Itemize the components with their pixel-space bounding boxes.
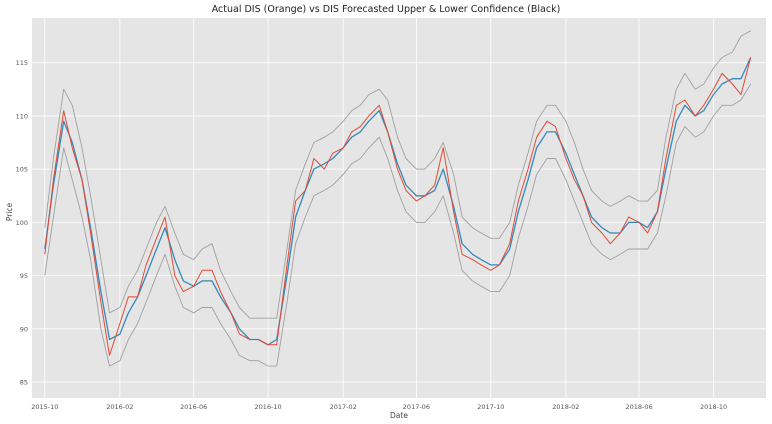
- x-tick-label: 2018-10: [700, 403, 727, 411]
- y-tick-label: 110: [16, 112, 28, 120]
- forecast-series-line: [44, 57, 752, 346]
- x-tick-label: 2017-02: [330, 403, 357, 411]
- x-tick-label: 2018-06: [626, 403, 653, 411]
- x-tick-label: 2018-02: [552, 403, 579, 411]
- x-tick-label: 2015-10: [31, 403, 58, 411]
- upper-series-line: [44, 30, 751, 319]
- series-layer: [44, 30, 752, 367]
- x-axis-label: Date: [390, 411, 408, 420]
- x-tick-label: 2017-10: [477, 403, 504, 411]
- y-tick-label: 90: [20, 325, 28, 333]
- y-axis-label: Price: [5, 202, 14, 221]
- y-axis-ticks: 85 90 95 100 105 110 115: [16, 59, 28, 386]
- y-tick-label: 95: [20, 272, 28, 280]
- y-tick-label: 105: [16, 166, 28, 174]
- x-axis-ticks: 2015-10 2016-02 2016-06 2016-10 2017-02 2017-…: [31, 403, 727, 411]
- y-tick-label: 100: [16, 219, 28, 227]
- actual-series-line: [44, 57, 752, 356]
- lower-series-line: [44, 83, 752, 367]
- y-tick-label: 115: [16, 59, 28, 67]
- x-tick-label: 2016-10: [255, 403, 282, 411]
- x-tick-label: 2017-06: [403, 403, 430, 411]
- y-tick-label: 85: [20, 379, 28, 387]
- chart-title: Actual DIS (Orange) vs DIS Forecasted Up…: [212, 4, 561, 15]
- gridlines: [32, 18, 766, 398]
- x-tick-label: 2016-02: [106, 403, 133, 411]
- x-tick-label: 2016-06: [180, 403, 207, 411]
- plot-area: [32, 18, 766, 398]
